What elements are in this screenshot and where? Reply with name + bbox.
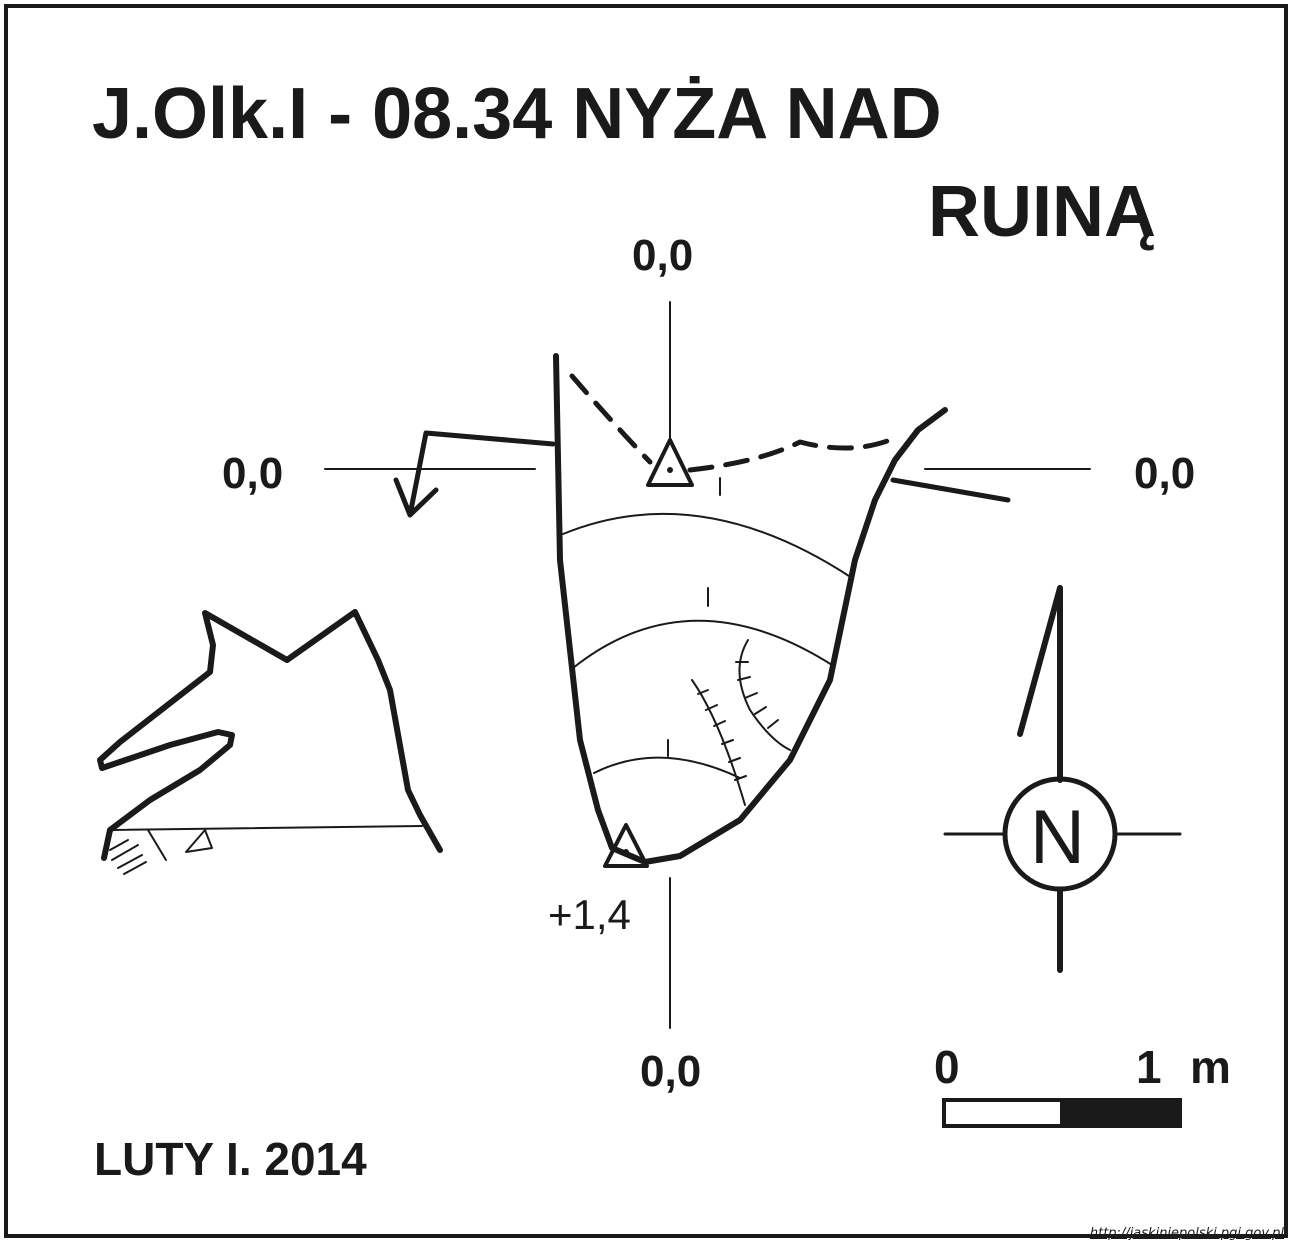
slope-hachures	[691, 639, 791, 806]
scale-label-end: 1	[1136, 1041, 1162, 1093]
scale-label-start: 0	[934, 1041, 960, 1093]
contour-3	[593, 756, 741, 779]
axis-label-bottom: 0,0	[640, 1047, 702, 1096]
cross-section-profile	[97, 609, 443, 861]
scale-bar-white	[942, 1098, 1064, 1128]
compass-circle	[1002, 776, 1118, 892]
dripline-dashed	[569, 373, 893, 473]
survey-station-bottom	[603, 823, 649, 868]
source-url-link[interactable]: http://jaskiniepolski.pgi.gov.pl	[1089, 1226, 1284, 1241]
right-wall-extension	[890, 477, 1011, 503]
survey-date: LUTY I. 2014	[94, 1133, 367, 1185]
map-frame	[4, 4, 1288, 1238]
north-arrow-barb	[1017, 585, 1063, 737]
scale-bar-black	[1060, 1098, 1182, 1128]
scale-bar	[942, 1098, 1182, 1128]
floor-contours	[562, 477, 853, 779]
contour-2	[572, 619, 833, 669]
compass-letter: N	[1030, 795, 1085, 880]
contour-1	[562, 513, 853, 579]
station-dot-top	[667, 467, 673, 473]
cross-section-details	[109, 825, 423, 875]
axis-label-left: 0,0	[222, 449, 284, 498]
map-title-line1: J.Olk.I - 08.34 NYŻA NAD	[92, 74, 942, 154]
station-dot-bottom	[623, 849, 629, 855]
cave-wall-outline	[553, 353, 948, 865]
axis-label-top: 0,0	[632, 231, 694, 280]
section-axes	[324, 301, 1091, 1029]
map-title-line2: RUINĄ	[928, 172, 1156, 252]
north-arrow	[1017, 585, 1063, 973]
axis-label-right: 0,0	[1134, 449, 1196, 498]
survey-station-top	[646, 438, 694, 487]
entrance-arrow	[393, 430, 556, 518]
elevation-label: +1,4	[548, 891, 631, 938]
scale-label-unit: m	[1190, 1041, 1231, 1093]
